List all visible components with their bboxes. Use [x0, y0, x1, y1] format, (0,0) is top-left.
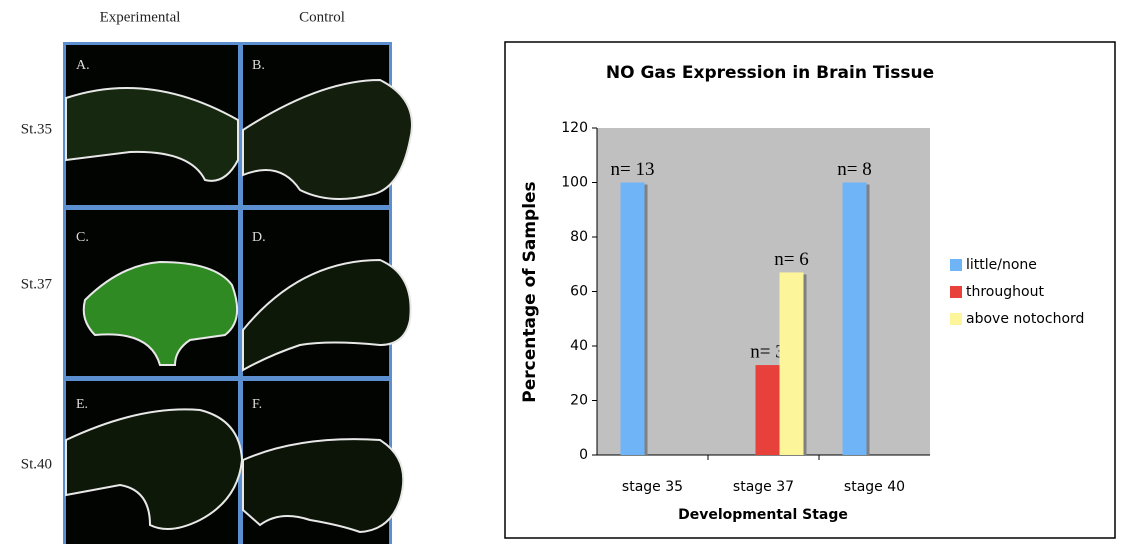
bar — [779, 272, 804, 455]
tissue-outline — [242, 78, 413, 200]
y-tick-label: 120 — [561, 120, 588, 136]
legend-swatch — [950, 286, 962, 298]
panel-label: B. — [252, 58, 265, 73]
row-label: St.37 — [21, 276, 53, 292]
panel-label: C. — [76, 230, 89, 245]
legend-label: above notochord — [966, 311, 1084, 327]
panel-label: F. — [252, 397, 262, 412]
sample-count-label: n= 13 — [611, 159, 655, 180]
y-tick-label: 100 — [561, 175, 588, 191]
panel-label: E. — [76, 397, 88, 412]
legend-swatch — [950, 259, 962, 271]
x-axis-title: Developmental Stage — [678, 507, 848, 523]
micrograph-figure: Experimental Control St.35 St.37 St.40 A… — [21, 9, 413, 544]
y-tick-label: 0 — [579, 447, 588, 463]
sample-count-label: n= 6 — [774, 249, 808, 270]
legend-label: throughout — [966, 284, 1044, 300]
column-label: Experimental — [100, 9, 181, 25]
tissue-outline — [65, 86, 239, 182]
tissue-outline — [65, 408, 244, 530]
y-tick-label: 80 — [570, 229, 588, 245]
tissue-outline — [82, 260, 239, 366]
sample-count-label: n= 8 — [837, 159, 871, 180]
row-label: St.40 — [21, 456, 52, 472]
x-tick-label: stage 37 — [733, 479, 794, 495]
x-tick-label: stage 35 — [622, 479, 683, 495]
legend-swatch — [950, 313, 962, 325]
y-tick-label: 40 — [570, 338, 588, 354]
y-tick-label: 60 — [570, 284, 588, 300]
panel-label: D. — [252, 230, 266, 245]
sample-count-label: n= 3 — [750, 341, 784, 362]
row-label: St.35 — [21, 121, 52, 137]
y-axis-title: Percentage of Samples — [520, 181, 540, 402]
bar — [755, 365, 780, 455]
legend-label: little/none — [966, 257, 1037, 273]
panel-label: A. — [76, 58, 90, 73]
tissue-outline — [242, 438, 405, 534]
bar — [842, 182, 867, 455]
tissue-outline — [242, 258, 412, 372]
chart-title: NO Gas Expression in Brain Tissue — [606, 63, 934, 83]
x-tick-label: stage 40 — [844, 479, 905, 495]
column-label: Control — [299, 9, 345, 25]
bar — [620, 182, 645, 455]
y-tick-label: 20 — [570, 393, 588, 409]
